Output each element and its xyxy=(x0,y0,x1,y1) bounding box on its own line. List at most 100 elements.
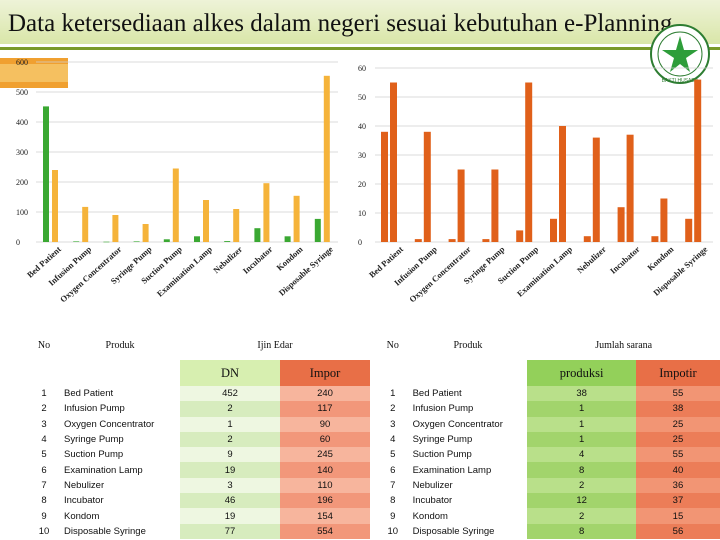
row-number: 1 xyxy=(390,388,396,400)
product-name: Syringe Pump xyxy=(412,434,473,446)
page-title: Data ketersediaan alkes dalam negeri ses… xyxy=(8,10,673,37)
bar-produksi-5 xyxy=(516,230,524,242)
value-impor: 117 xyxy=(280,401,370,417)
header-dn: DN xyxy=(180,360,280,386)
bar-dn-5 xyxy=(163,239,170,242)
value-produksi: 4 xyxy=(527,447,636,463)
bar-dn-10 xyxy=(314,218,321,242)
table-row: 8 Incubator 12 37 xyxy=(377,493,720,509)
bar-dn-3 xyxy=(103,241,110,243)
row-number: 9 xyxy=(41,510,47,522)
value-impor: 196 xyxy=(280,493,370,509)
row-number: 9 xyxy=(390,510,396,522)
y-tick-label: 100 xyxy=(16,208,28,217)
product-name: Oxygen Concentrator xyxy=(64,418,155,430)
y-tick-label: 20 xyxy=(358,180,366,189)
table-row: 5 Suction Pump 9 245 xyxy=(28,447,370,463)
table-row: 2 Infusion Pump 2 117 xyxy=(28,401,370,417)
bar-dn-4 xyxy=(133,241,140,242)
bar-impor-3 xyxy=(112,215,119,242)
value-impotir: 25 xyxy=(635,431,720,448)
category-label: Nebulizer xyxy=(211,244,244,275)
table-row: 7 Nebulizer 2 36 xyxy=(377,477,720,494)
row-number: 3 xyxy=(41,418,47,430)
value-impor: 245 xyxy=(280,447,370,463)
value-dn: 77 xyxy=(180,523,280,539)
row-number: 4 xyxy=(390,434,396,446)
table-row: 6 Examination Lamp 8 40 xyxy=(377,462,720,478)
y-tick-label: 10 xyxy=(358,209,366,218)
value-dn: 452 xyxy=(180,386,280,402)
bar-impor-2 xyxy=(82,206,89,242)
product-name: Incubator xyxy=(412,495,453,507)
bar-impor-7 xyxy=(233,209,240,242)
y-tick-label: 600 xyxy=(16,58,28,67)
product-name: Infusion Pump xyxy=(412,403,474,415)
bar-dn-1 xyxy=(43,106,49,243)
table-row: 8 Incubator 46 196 xyxy=(28,493,370,509)
bar-impor-5 xyxy=(172,168,179,242)
row-number: 10 xyxy=(38,525,50,537)
value-impotir: 15 xyxy=(635,508,720,524)
value-impotir: 55 xyxy=(635,447,720,463)
value-impotir: 36 xyxy=(635,477,720,494)
bar-produksi-8 xyxy=(617,207,625,242)
value-dn: 46 xyxy=(180,493,280,509)
table-jumlah-sarana: No Produk Jumlah sarana produksi Impotir… xyxy=(377,330,720,539)
product-name: Examination Lamp xyxy=(64,464,143,476)
bar-produksi-2 xyxy=(414,239,422,242)
bar-impotir-3 xyxy=(457,169,465,242)
value-produksi: 8 xyxy=(527,462,636,478)
category-label: Kondom xyxy=(645,244,675,273)
category-label: Oxygen Concentrator xyxy=(407,244,473,304)
product-name: Incubator xyxy=(64,495,104,507)
value-produksi: 1 xyxy=(527,401,636,417)
value-dn: 19 xyxy=(180,462,280,478)
bar-impor-4 xyxy=(142,224,149,242)
value-produksi: 1 xyxy=(527,431,636,448)
value-impor: 554 xyxy=(280,523,370,539)
value-dn: 9 xyxy=(180,447,280,463)
category-label: Incubator xyxy=(608,244,642,276)
bar-impotir-9 xyxy=(660,198,668,242)
bar-produksi-3 xyxy=(448,239,456,242)
y-tick-label: 0 xyxy=(358,238,362,247)
table-row: 2 Infusion Pump 1 38 xyxy=(377,401,720,417)
category-label: Disposable Syringe xyxy=(277,244,335,298)
y-tick-label: 50 xyxy=(358,93,366,102)
logo-text: BAKTI HUSADA xyxy=(662,78,699,84)
value-produksi: 12 xyxy=(527,493,636,509)
bakti-husada-logo: BAKTI HUSADA xyxy=(650,24,710,84)
table-row: 6 Examination Lamp 19 140 xyxy=(28,462,370,478)
bar-impor-9 xyxy=(293,195,300,242)
product-name: Kondom xyxy=(412,510,448,522)
value-dn: 3 xyxy=(180,477,280,494)
category-label: Nebulizer xyxy=(575,244,608,275)
orange-accent-light xyxy=(0,64,68,82)
product-name: Bed Patient xyxy=(64,388,114,400)
table-row: 4 Syringe Pump 2 60 xyxy=(28,431,370,448)
value-produksi: 2 xyxy=(527,477,636,494)
table-row: 10 Disposable Syringe 77 554 xyxy=(28,523,370,539)
product-name: Nebulizer xyxy=(412,479,453,491)
product-name: Infusion Pump xyxy=(64,403,125,415)
value-impor: 140 xyxy=(280,462,370,478)
table-row: 1 Bed Patient 38 55 xyxy=(377,386,720,402)
bar-impotir-2 xyxy=(423,131,431,242)
product-name: Oxygen Concentrator xyxy=(412,418,503,430)
product-name: Suction Pump xyxy=(64,449,124,461)
row-number: 5 xyxy=(390,449,396,461)
table-row: 10 Disposable Syringe 8 56 xyxy=(377,523,720,539)
product-name: Syringe Pump xyxy=(64,434,124,446)
value-impotir: 55 xyxy=(635,386,720,402)
bar-dn-9 xyxy=(284,236,291,242)
value-impor: 240 xyxy=(280,386,370,402)
product-name: Nebulizer xyxy=(64,479,105,491)
table-row: 1 Bed Patient 452 240 xyxy=(28,386,370,402)
bar-impotir-4 xyxy=(491,169,499,242)
table-row: 3 Oxygen Concentrator 1 25 xyxy=(377,416,720,432)
value-impor: 60 xyxy=(280,431,370,448)
product-name: Suction Pump xyxy=(412,449,472,461)
